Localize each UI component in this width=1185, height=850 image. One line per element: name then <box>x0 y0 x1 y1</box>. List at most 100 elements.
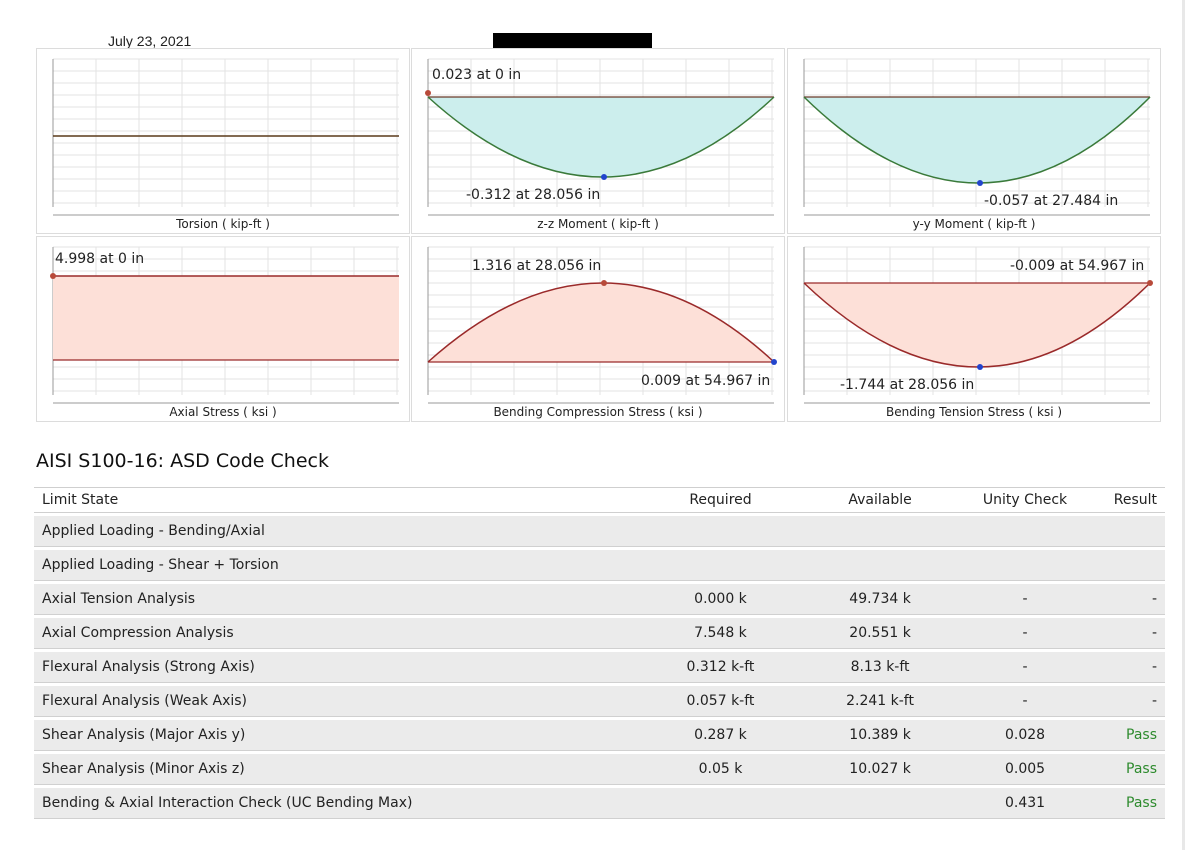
bending-compression-max-point <box>601 280 607 286</box>
bending-compression-min-point <box>771 359 777 365</box>
table-row: Axial Compression Analysis 7.548 k 20.55… <box>34 618 1165 649</box>
code-check-header-row: Limit State Required Available Unity Che… <box>34 487 1165 513</box>
axial-stress-chart-title: Axial Stress ( ksi ) <box>169 405 277 419</box>
bending-compression-min-label: 0.009 at 54.967 in <box>641 373 771 389</box>
bending-tension-chart: -0.009 at 54.967 in -1.744 at 28.056 in … <box>787 236 1161 422</box>
torsion-chart: Torsion ( kip-ft ) <box>36 48 410 234</box>
unity-cell: - <box>959 618 1091 649</box>
unity-cell <box>959 516 1091 547</box>
yy-moment-min-point <box>977 180 983 186</box>
table-row: Shear Analysis (Major Axis y) 0.287 k 10… <box>34 720 1165 751</box>
bending-compression-chart: 1.316 at 28.056 in 0.009 at 54.967 in Be… <box>411 236 785 422</box>
available-cell <box>800 788 960 819</box>
torsion-grid <box>52 58 399 216</box>
axial-stress-area <box>53 276 399 360</box>
axial-stress-max-point <box>50 273 56 279</box>
result-cell: - <box>1090 652 1165 683</box>
zz-moment-max-label: 0.023 at 0 in <box>432 67 522 83</box>
zz-moment-plot <box>425 58 775 216</box>
required-cell <box>640 788 801 819</box>
code-check-title: AISI S100-16: ASD Code Check <box>36 450 329 472</box>
zz-moment-max-point <box>425 90 431 96</box>
zz-moment-chart-title: z-z Moment ( kip-ft ) <box>537 217 659 231</box>
required-cell: 0.312 k-ft <box>640 652 801 683</box>
limit-state-cell: Applied Loading - Bending/Axial <box>34 516 641 547</box>
zz-moment-chart: 0.023 at 0 in -0.312 at 28.056 in z-z Mo… <box>411 48 785 234</box>
available-cell: 49.734 k <box>800 584 960 615</box>
limit-state-cell: Flexural Analysis (Weak Axis) <box>34 686 641 717</box>
available-cell: 20.551 k <box>800 618 960 649</box>
bending-tension-min-label: -1.744 at 28.056 in <box>840 377 975 393</box>
bending-tension-min-point <box>977 364 983 370</box>
unity-cell <box>959 550 1091 581</box>
header-limit-state: Limit State <box>34 487 641 513</box>
required-cell: 0.05 k <box>640 754 801 785</box>
report-date: July 23, 2021 <box>108 33 192 49</box>
unity-cell: 0.028 <box>959 720 1091 751</box>
axial-stress-chart: 4.998 at 0 in Axial Stress ( ksi ) <box>36 236 410 422</box>
result-cell: Pass <box>1090 720 1165 751</box>
bending-compression-plot <box>427 246 777 404</box>
unity-cell: - <box>959 584 1091 615</box>
unity-cell: 0.005 <box>959 754 1091 785</box>
available-cell <box>800 550 960 581</box>
result-cell: - <box>1090 584 1165 615</box>
table-row: Shear Analysis (Minor Axis z) 0.05 k 10.… <box>34 754 1165 785</box>
bending-compression-max-label: 1.316 at 28.056 in <box>472 258 602 274</box>
table-row: Applied Loading - Shear + Torsion <box>34 550 1165 581</box>
result-cell: - <box>1090 686 1165 717</box>
header-available: Available <box>800 487 960 513</box>
unity-cell: 0.431 <box>959 788 1091 819</box>
yy-moment-min-label: -0.057 at 27.484 in <box>984 193 1119 209</box>
table-row: Bending & Axial Interaction Check (UC Be… <box>34 788 1165 819</box>
yy-moment-chart: -0.057 at 27.484 in y-y Moment ( kip-ft … <box>787 48 1161 234</box>
bending-tension-max-point <box>1147 280 1153 286</box>
required-cell <box>640 550 801 581</box>
table-row: Axial Tension Analysis 0.000 k 49.734 k … <box>34 584 1165 615</box>
zz-moment-min-label: -0.312 at 28.056 in <box>466 187 601 203</box>
header-unity-check: Unity Check <box>959 487 1091 513</box>
result-cell: Pass <box>1090 754 1165 785</box>
torsion-chart-title: Torsion ( kip-ft ) <box>176 217 270 231</box>
required-cell: 0.057 k-ft <box>640 686 801 717</box>
available-cell: 10.027 k <box>800 754 960 785</box>
unity-cell: - <box>959 686 1091 717</box>
required-cell: 7.548 k <box>640 618 801 649</box>
result-cell: - <box>1090 618 1165 649</box>
torsion-plot <box>52 58 399 216</box>
limit-state-cell: Axial Compression Analysis <box>34 618 641 649</box>
limit-state-cell: Applied Loading - Shear + Torsion <box>34 550 641 581</box>
code-check-table: Limit State Required Available Unity Che… <box>34 484 1165 822</box>
limit-state-cell: Shear Analysis (Major Axis y) <box>34 720 641 751</box>
table-row: Flexural Analysis (Strong Axis) 0.312 k-… <box>34 652 1165 683</box>
available-cell <box>800 516 960 547</box>
available-cell: 10.389 k <box>800 720 960 751</box>
result-cell <box>1090 516 1165 547</box>
table-row: Flexural Analysis (Weak Axis) 0.057 k-ft… <box>34 686 1165 717</box>
result-cell: Pass <box>1090 788 1165 819</box>
limit-state-cell: Flexural Analysis (Strong Axis) <box>34 652 641 683</box>
limit-state-cell: Bending & Axial Interaction Check (UC Be… <box>34 788 641 819</box>
bending-tension-max-label: -0.009 at 54.967 in <box>1010 258 1145 274</box>
bending-compression-chart-title: Bending Compression Stress ( ksi ) <box>493 405 703 419</box>
available-cell: 8.13 k-ft <box>800 652 960 683</box>
table-row: Applied Loading - Bending/Axial <box>34 516 1165 547</box>
required-cell <box>640 516 801 547</box>
axial-stress-max-label: 4.998 at 0 in <box>55 251 145 267</box>
header-required: Required <box>640 487 801 513</box>
unity-cell: - <box>959 652 1091 683</box>
required-cell: 0.287 k <box>640 720 801 751</box>
available-cell: 2.241 k-ft <box>800 686 960 717</box>
yy-moment-chart-title: y-y Moment ( kip-ft ) <box>912 217 1036 231</box>
yy-moment-plot <box>803 58 1151 216</box>
page-edge <box>1182 0 1185 850</box>
axial-stress-plot <box>50 246 399 404</box>
limit-state-cell: Shear Analysis (Minor Axis z) <box>34 754 641 785</box>
required-cell: 0.000 k <box>640 584 801 615</box>
bending-tension-chart-title: Bending Tension Stress ( ksi ) <box>885 405 1063 419</box>
zz-moment-min-point <box>601 174 607 180</box>
bending-tension-plot <box>803 246 1153 404</box>
header-result: Result <box>1090 487 1165 513</box>
limit-state-cell: Axial Tension Analysis <box>34 584 641 615</box>
result-cell <box>1090 550 1165 581</box>
